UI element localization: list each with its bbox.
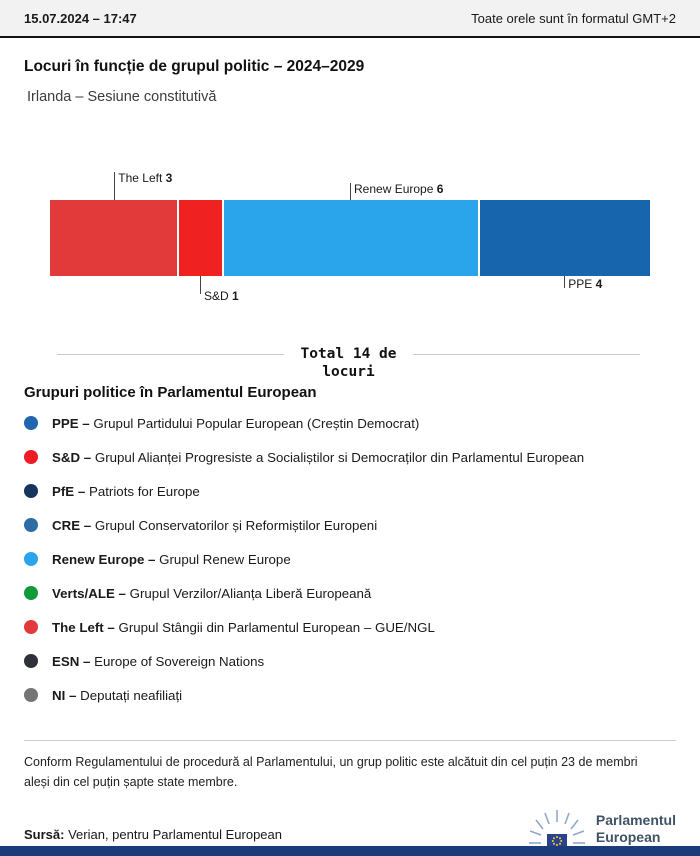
bottom-row: Sursă: Verian, pentru Parlamentul Europe… <box>24 806 676 852</box>
footnote: Conform Regulamentului de procedură al P… <box>24 755 638 790</box>
callout-line-s-d <box>200 276 201 294</box>
legend-dot-cre <box>24 518 38 533</box>
bar-segment-renew-europe[interactable] <box>223 200 479 276</box>
legend-item-pfe: PfE – Patriots for Europe <box>0 474 700 508</box>
total-seats-label: Total 14 de locuri <box>300 346 397 381</box>
bar-segment-ppe[interactable] <box>480 200 650 276</box>
top-bar: 15.07.2024 – 17:47 Toate orele sunt în f… <box>0 0 700 38</box>
legend-label-pfe: PfE – Patriots for Europe <box>52 483 200 499</box>
left-rule <box>57 354 285 355</box>
callout-label-the-left: The Left 3 <box>118 171 173 185</box>
callout-line-the-left <box>114 172 116 200</box>
footer-divider <box>24 740 676 742</box>
legend-dot-renew-europe <box>24 552 38 567</box>
legend-label-cre: CRE – Grupul Conservatorilor și Reformiș… <box>52 517 378 533</box>
callout-label-renew-europe: Renew Europe 6 <box>354 182 444 196</box>
legend-label-esn: ESN – Europe of Sovereign Nations <box>52 653 265 669</box>
page-title: Locuri în funcție de grupul politic – 20… <box>24 58 365 75</box>
callout-label-s-d: S&D 1 <box>204 289 239 303</box>
legend-dot-esn <box>24 654 38 669</box>
legend-dot-pfe <box>24 484 38 499</box>
bar-segment-s-d[interactable] <box>179 200 222 276</box>
source-label: Sursă: <box>24 827 65 843</box>
bar-segment-the-left[interactable] <box>50 200 178 276</box>
seat-bar <box>50 200 650 276</box>
callout-line-ppe <box>564 276 566 288</box>
total-seats-row: Total 14 de locuri <box>57 345 640 381</box>
ep-logo-text: Parlamentul European <box>595 812 676 846</box>
legend-heading: Grupuri politice în Parlamentul European <box>24 384 317 402</box>
legend-label-ppe: PPE – Grupul Partidului Popular European… <box>52 415 420 431</box>
legend-item-esn: ESN – Europe of Sovereign Nations <box>0 644 700 678</box>
legend-item-s-d: S&D – Grupul Alianței Progresiste a Soci… <box>0 440 700 474</box>
legend-item-the-left: The Left – Grupul Stângii din Parlamentu… <box>0 610 700 644</box>
callout-line-renew-europe <box>350 183 351 200</box>
ep-hemicycle-icon <box>528 810 585 849</box>
legend-dot-s-d <box>24 450 38 465</box>
legend-label-s-d: S&D – Grupul Alianței Progresiste a Soci… <box>52 449 585 465</box>
legend-item-ppe: PPE – Grupul Partidului Popular European… <box>0 406 700 440</box>
callout-label-ppe: PPE 4 <box>568 277 603 291</box>
legend-label-the-left: The Left – Grupul Stângii din Parlamentu… <box>52 619 435 635</box>
seat-chart: The Left 3 S&D 1 Renew Europe 6 PPE 4 <box>0 167 700 312</box>
legend-item-verts-ale: Verts/ALE – Grupul Verzilor/Alianța Libe… <box>0 576 700 610</box>
legend-label-renew-europe: Renew Europe – Grupul Renew Europe <box>52 551 291 567</box>
legend-label-verts-ale: Verts/ALE – Grupul Verzilor/Alianța Libe… <box>52 585 372 601</box>
legend-dot-verts-ale <box>24 586 38 601</box>
legend-item-cre: CRE – Grupul Conservatorilor și Reformiș… <box>0 508 700 542</box>
datetime-label: 15.07.2024 – 17:47 <box>24 10 137 26</box>
legend-label-ni: NI – Deputați neafiliați <box>52 687 183 703</box>
source-text: Verian, pentru Parlamentul European <box>64 827 282 843</box>
ep-logo[interactable]: Parlamentul European <box>528 806 676 852</box>
timezone-note: Toate orele sunt în formatul GMT+2 <box>471 10 676 26</box>
page-subtitle: Irlanda – Sesiune constitutivă <box>27 89 217 105</box>
legend-dot-ppe <box>24 416 38 431</box>
source-line: Sursă: Verian, pentru Parlamentul Europe… <box>24 827 282 842</box>
legend-item-ni: NI – Deputați neafiliați <box>0 678 700 712</box>
legend-dot-ni <box>24 688 38 703</box>
footer-strip <box>0 846 700 856</box>
legend-item-renew-europe: Renew Europe – Grupul Renew Europe <box>0 542 700 576</box>
legend-dot-the-left <box>24 620 38 635</box>
legend-list: PPE – Grupul Partidului Popular European… <box>0 406 700 712</box>
right-rule <box>412 354 640 355</box>
